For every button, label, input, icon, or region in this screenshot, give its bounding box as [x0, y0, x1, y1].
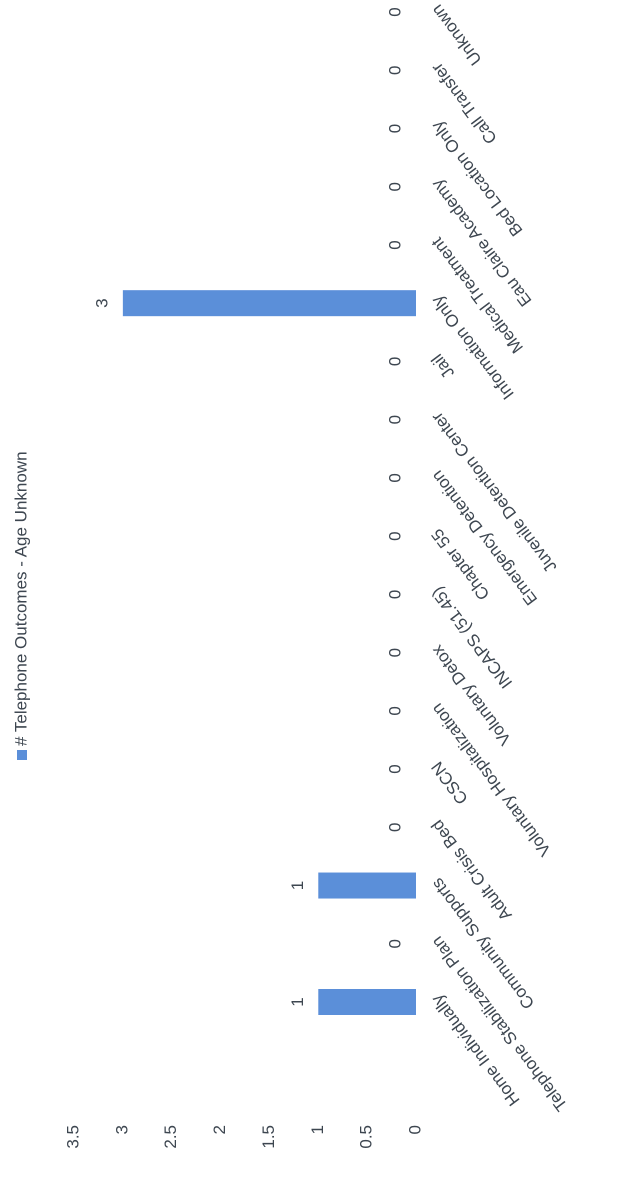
data-label: 0: [385, 648, 404, 657]
data-label: 0: [385, 182, 404, 191]
data-label: 3: [92, 298, 111, 307]
data-label: 0: [385, 66, 404, 75]
legend-swatch: [17, 750, 27, 760]
y-tick-label: 0: [405, 1125, 424, 1134]
data-label: 0: [385, 590, 404, 599]
bar: [318, 872, 416, 899]
bar: [122, 290, 416, 317]
data-label: 0: [385, 939, 404, 948]
data-label: 1: [288, 997, 307, 1006]
x-tick-label: CSCN: [428, 758, 472, 808]
data-label: 0: [385, 415, 404, 424]
data-label: 0: [385, 473, 404, 482]
data-label: 0: [385, 823, 404, 832]
y-tick-label: 3.5: [63, 1125, 82, 1149]
x-tick-label: Voluntary Detox: [427, 641, 515, 749]
y-tick-label: 1.5: [259, 1125, 278, 1149]
y-tick-label: 1: [308, 1125, 327, 1134]
data-label: 0: [385, 764, 404, 773]
x-tick-label: Jail: [428, 350, 459, 382]
data-label: 0: [385, 706, 404, 715]
data-label: 0: [385, 124, 404, 133]
bar: [318, 989, 416, 1015]
y-tick-label: 2.5: [161, 1125, 180, 1149]
legend-label: # Telephone Outcomes - Age Unknown: [11, 451, 30, 746]
data-label: 0: [385, 531, 404, 540]
y-tick-label: 0.5: [357, 1125, 376, 1149]
data-label: 0: [385, 240, 404, 249]
x-tick-label: INCAPS (51.45): [428, 583, 517, 692]
x-tick-label: Adult Crisis Bed: [428, 816, 516, 924]
x-tick-label: Unknown: [428, 1, 486, 69]
y-tick-label: 2: [210, 1125, 229, 1134]
data-label: 1: [288, 881, 307, 890]
data-label: 0: [385, 7, 404, 16]
data-label: 0: [385, 357, 404, 366]
y-tick-label: 3: [112, 1125, 131, 1134]
